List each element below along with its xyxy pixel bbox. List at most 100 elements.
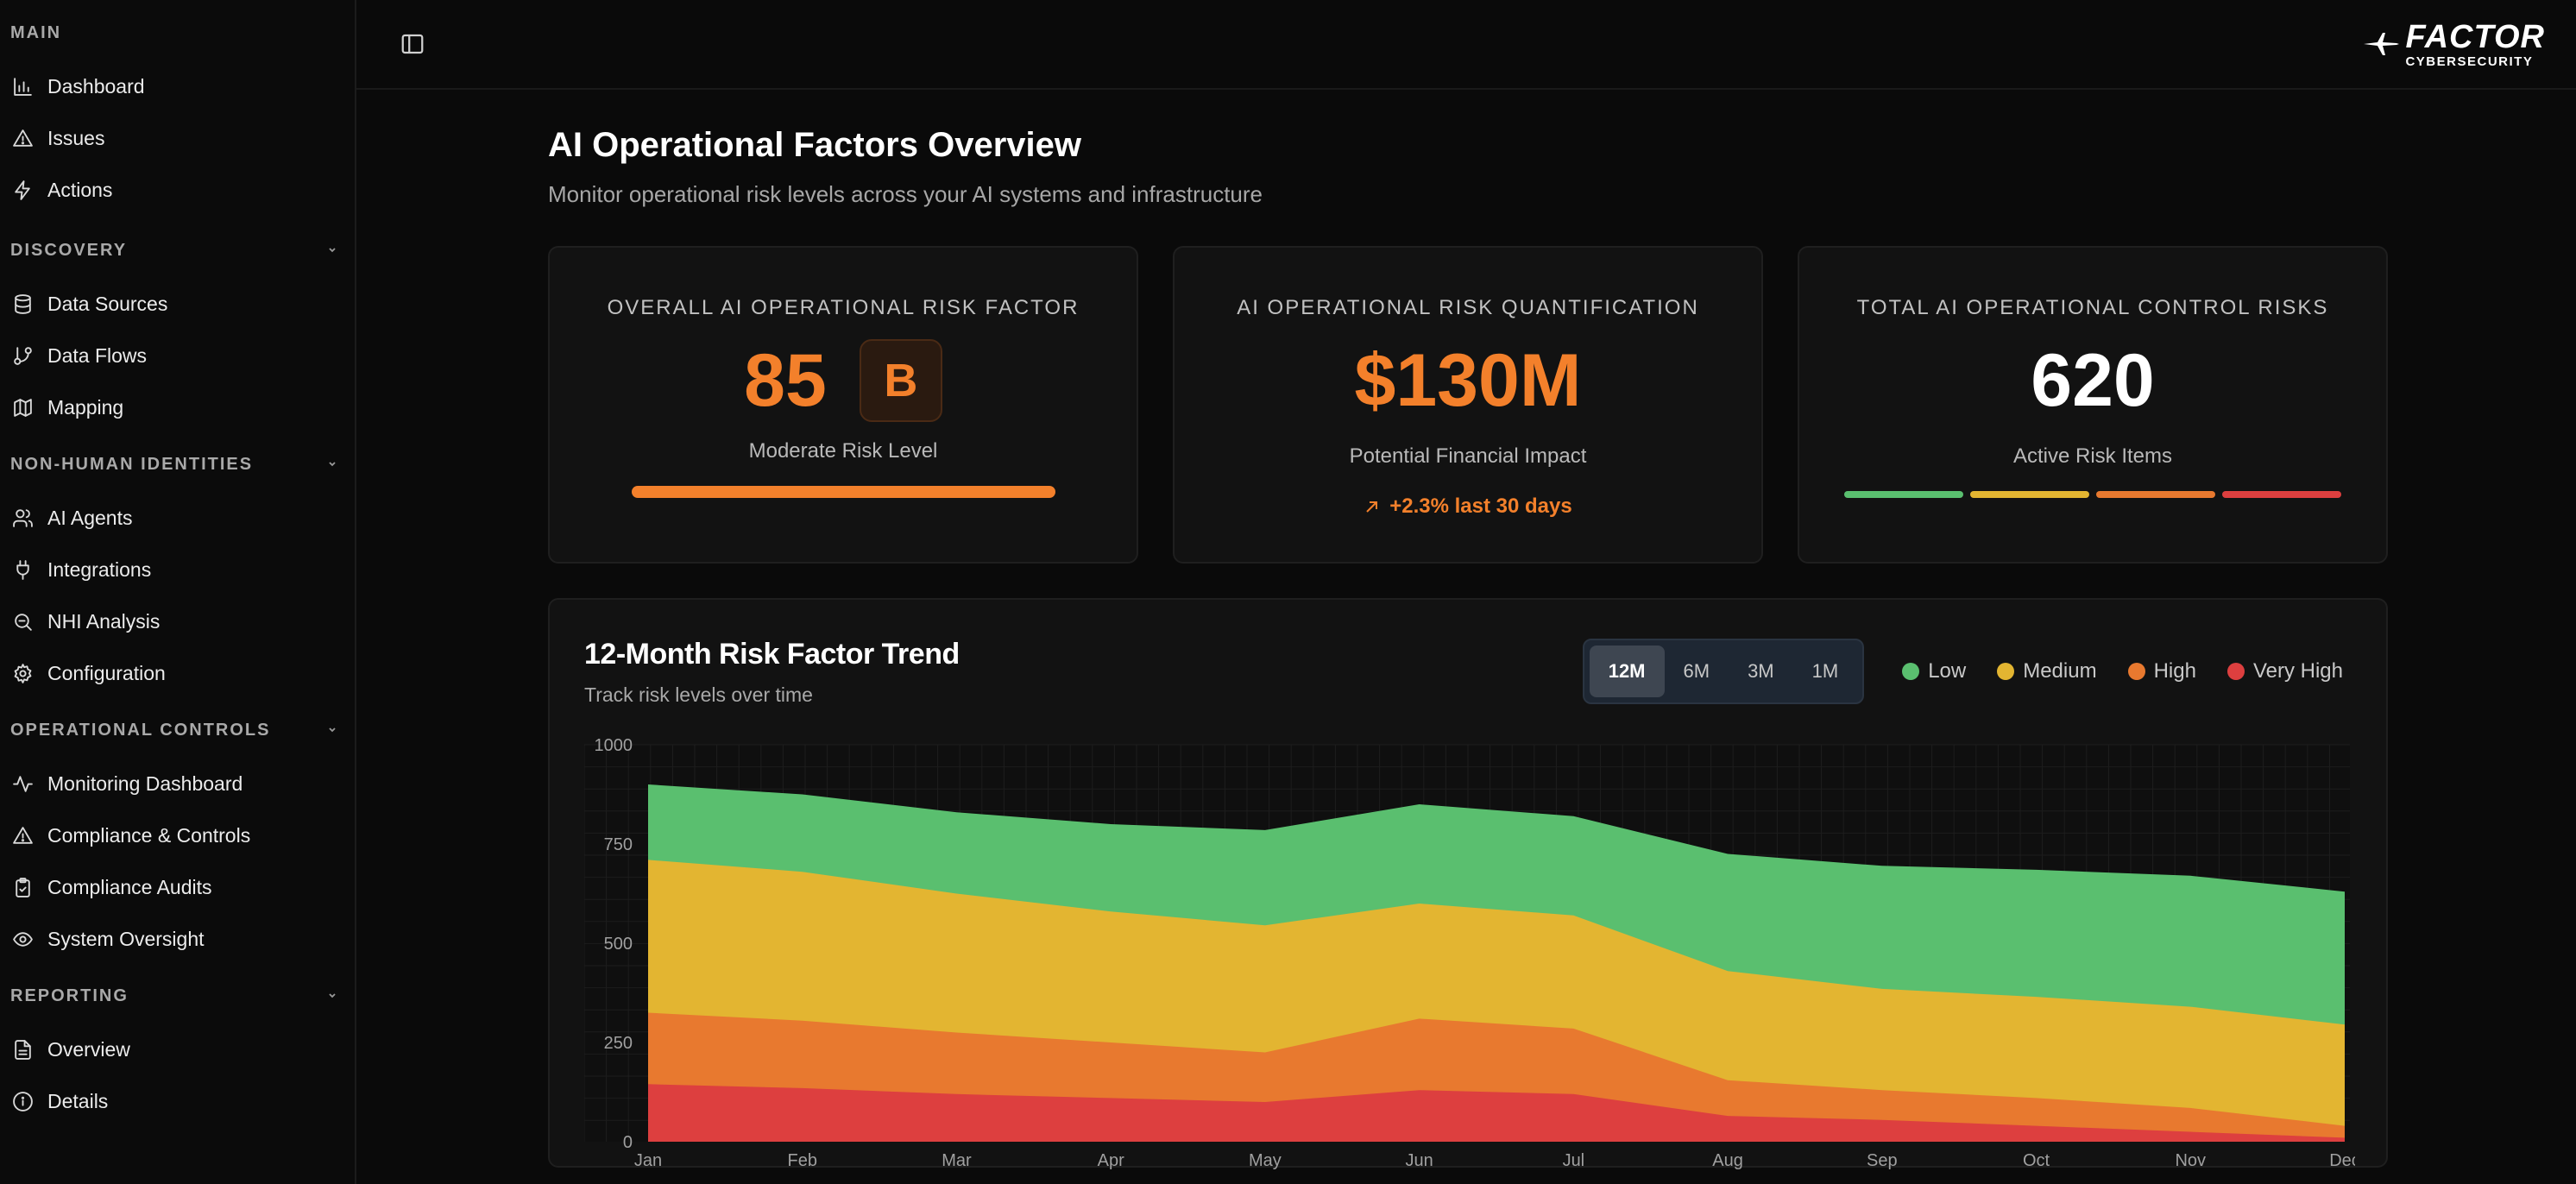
risk-factor-label: OVERALL AI OPERATIONAL RISK FACTOR <box>607 296 1080 319</box>
time-range-selector: 12M 6M 3M 1M <box>1582 639 1865 704</box>
segment-high <box>2096 491 2215 498</box>
legend-swatch <box>1902 663 1920 680</box>
brand-logo[interactable]: FACTOR CYBERSECURITY <box>2362 21 2545 68</box>
legend-label: High <box>2153 659 2196 683</box>
section-header-reporting[interactable]: REPORTING <box>0 984 355 1008</box>
sidebar-item-compliance-and-controls[interactable]: Compliance & Controls <box>0 809 355 861</box>
sidebar-item-overview[interactable]: Overview <box>0 1023 355 1075</box>
sidebar-toggle-icon[interactable] <box>400 31 425 57</box>
sidebar-item-ai-agents[interactable]: AI Agents <box>0 492 355 544</box>
trend-indicator: +2.3% last 30 days <box>1364 494 1572 519</box>
financial-impact-value: $130M <box>1354 339 1582 422</box>
sidebar-item-label: Mapping <box>47 395 124 419</box>
range-button-3m[interactable]: 3M <box>1748 660 1774 682</box>
sidebar-item-data-sources[interactable]: Data Sources <box>0 278 355 330</box>
section-title: DISCOVERY <box>10 240 128 260</box>
sidebar-item-issues[interactable]: Issues <box>0 112 355 164</box>
sidebar-item-integrations[interactable]: Integrations <box>0 544 355 595</box>
warning-icon <box>13 129 33 147</box>
sidebar-item-data-flows[interactable]: Data Flows <box>0 330 355 381</box>
sidebar-item-label: Configuration <box>47 661 166 684</box>
eye-icon <box>13 931 33 947</box>
nav-section-operational-controls: OPERATIONAL CONTROLS Monitoring Dashboard… <box>0 718 355 965</box>
x-tick-label: Jan <box>634 1151 662 1169</box>
control-risks-value: 620 <box>2031 339 2155 422</box>
logo-tagline: CYBERSECURITY <box>2405 54 2534 69</box>
nav-section-reporting: REPORTING Overview Details <box>0 984 355 1127</box>
sidebar-item-dashboard[interactable]: Dashboard <box>0 60 355 112</box>
sidebar-item-details[interactable]: Details <box>0 1075 355 1127</box>
chart-subtitle: Track risk levels over time <box>584 683 813 706</box>
trend-chart-card: 12-Month Risk Factor Trend Track risk le… <box>548 598 2388 1169</box>
legend-swatch <box>2127 663 2145 680</box>
x-tick-label: Aug <box>1712 1151 1743 1169</box>
section-header-discovery[interactable]: DISCOVERY <box>0 238 355 262</box>
sidebar-item-label: Monitoring Dashboard <box>47 771 243 795</box>
sidebar-item-compliance-audits[interactable]: Compliance Audits <box>0 861 355 913</box>
sidebar-item-actions[interactable]: Actions <box>0 164 355 216</box>
control-risks-card: TOTAL AI OPERATIONAL CONTROL RISKS 620 A… <box>1798 246 2388 564</box>
sidebar-item-system-oversight[interactable]: System Oversight <box>0 913 355 965</box>
section-title: MAIN <box>10 22 62 42</box>
severity-segment-bar <box>1844 491 2341 498</box>
stacked-area-chart: 0 250 500 750 1000 Jan Feb Mar Apr May Jun Jul Aug Se… <box>584 736 2355 1169</box>
range-button-1m[interactable]: 1M <box>1811 660 1839 682</box>
trend-text: +2.3% last 30 days <box>1389 494 1572 518</box>
x-tick-label: Mar <box>942 1151 972 1169</box>
legend-item-very-high[interactable]: Very High <box>2226 659 2343 683</box>
sidebar-item-label: Data Flows <box>47 343 148 367</box>
legend-item-low[interactable]: Low <box>1902 659 1966 683</box>
legend-swatch <box>2226 663 2245 680</box>
legend-item-medium[interactable]: Medium <box>1997 659 2097 683</box>
sidebar-item-label: System Oversight <box>47 927 205 950</box>
risk-score: 85 <box>744 338 827 422</box>
info-icon <box>13 1091 33 1112</box>
sidebar-item-monitoring-dashboard[interactable]: Monitoring Dashboard <box>0 758 355 809</box>
lightning-icon <box>15 179 30 200</box>
arrow-up-right-icon <box>1366 501 1378 513</box>
logo-wordmark: FACTOR <box>2405 18 2545 55</box>
chevron-down-icon[interactable] <box>324 721 341 739</box>
risk-grade-badge: B <box>859 339 942 422</box>
file-text-icon <box>15 1039 31 1060</box>
segment-very-high <box>2222 491 2341 498</box>
sidebar-item-nhi-analysis[interactable]: NHI Analysis <box>0 595 355 647</box>
control-risks-label: TOTAL AI OPERATIONAL CONTROL RISKS <box>1856 296 2329 319</box>
section-header-non-human-identities[interactable]: NON-HUMAN IDENTITIES <box>0 452 355 476</box>
section-header-operational-controls[interactable]: OPERATIONAL CONTROLS <box>0 718 355 742</box>
chevron-down-icon[interactable] <box>324 987 341 1005</box>
quantification-card: AI OPERATIONAL RISK QUANTIFICATION $130M… <box>1173 246 1763 564</box>
chart-title: 12-Month Risk Factor Trend <box>584 638 960 671</box>
database-icon <box>15 293 31 314</box>
sidebar-item-label: Issues <box>47 126 105 149</box>
clipboard-check-icon <box>16 877 30 897</box>
range-button-12m[interactable]: 12M <box>1589 646 1665 697</box>
activity-icon <box>13 775 33 792</box>
bar-chart-icon <box>14 77 32 96</box>
chevron-down-icon[interactable] <box>324 456 341 473</box>
sidebar-item-label: NHI Analysis <box>47 609 161 633</box>
segment-medium <box>1970 491 2089 498</box>
sidebar-item-label: Details <box>47 1089 109 1112</box>
sidebar-item-label: Data Sources <box>47 292 168 315</box>
chart-legend: Low Medium High Very High <box>1902 659 2352 683</box>
search-icon <box>15 613 32 631</box>
area-very-high[interactable] <box>648 1084 2345 1142</box>
y-tick-label: 250 <box>604 1034 633 1053</box>
section-header-main: MAIN <box>0 21 355 45</box>
legend-item-high[interactable]: High <box>2127 659 2196 683</box>
top-bar: FACTOR CYBERSECURITY <box>356 0 2576 90</box>
sidebar-item-mapping[interactable]: Mapping <box>0 381 355 433</box>
airplane-logo-icon <box>2364 33 2400 55</box>
x-tick-label: Nov <box>2175 1151 2206 1169</box>
chevron-down-icon[interactable] <box>324 242 341 259</box>
sidebar-item-label: Compliance & Controls <box>47 823 251 847</box>
risk-factor-card: OVERALL AI OPERATIONAL RISK FACTOR 85 B … <box>548 246 1138 564</box>
page-subtitle: Monitor operational risk levels across y… <box>548 181 1263 207</box>
sidebar-item-configuration[interactable]: Configuration <box>0 647 355 699</box>
sidebar: MAIN Dashboard Issues Actions DISCOVERY Data … <box>0 0 356 1184</box>
section-title: OPERATIONAL CONTROLS <box>10 720 271 740</box>
risk-progress-bar <box>631 486 1055 498</box>
range-button-6m[interactable]: 6M <box>1683 660 1710 682</box>
x-tick-label: Sep <box>1867 1151 1898 1169</box>
